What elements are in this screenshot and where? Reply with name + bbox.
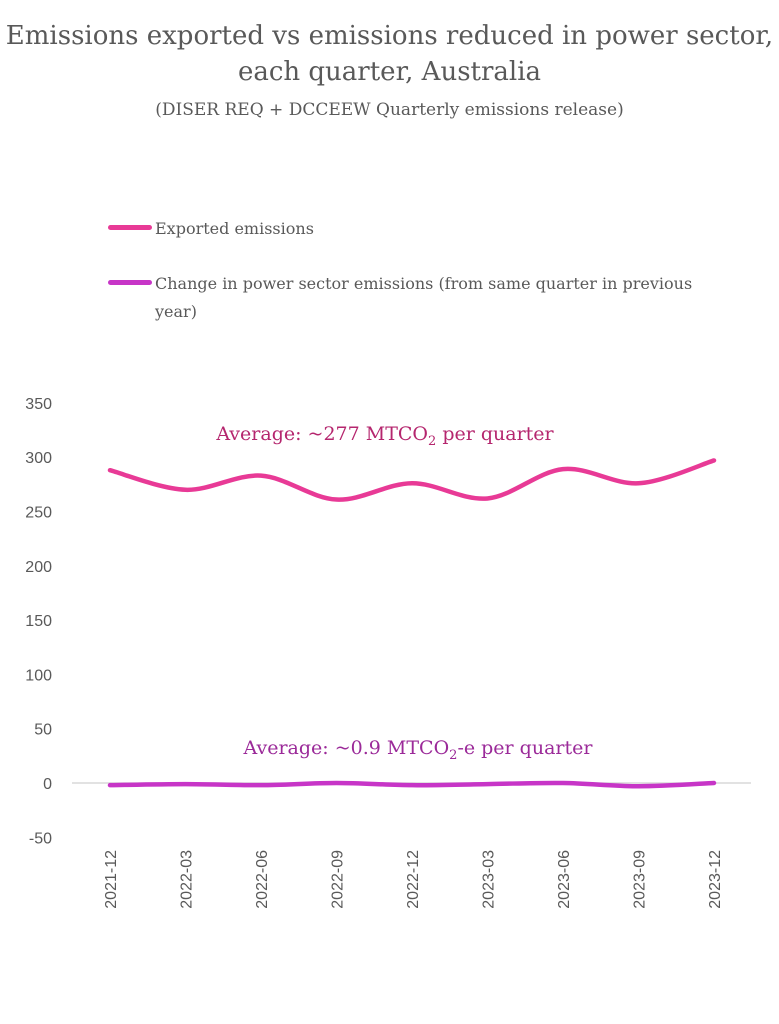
y-axis: 350 300 250 200 150 100 50 0 -50 — [25, 396, 52, 847]
x-tick-label: 2022-06 — [254, 850, 271, 909]
legend-label-change: Change in power sector emissions (from s… — [155, 274, 693, 321]
annotations: Average: ~277 MTCO2 per quarter Average: … — [215, 423, 593, 763]
legend-item-change[interactable]: Change in power sector emissions (from s… — [108, 270, 735, 326]
legend-swatch-change — [108, 280, 152, 285]
y-tick-label: 150 — [25, 613, 52, 630]
y-tick-label: 250 — [25, 505, 52, 522]
annotation-change-average: Average: ~0.9 MTCO2-e per quarter — [243, 737, 594, 763]
legend-swatch-exported — [108, 225, 152, 230]
x-tick-label: 2022-09 — [330, 850, 347, 909]
y-tick-label: 0 — [43, 776, 52, 793]
series-line-exported — [107, 458, 717, 502]
y-tick-label: 300 — [25, 450, 52, 467]
legend-item-exported[interactable]: Exported emissions — [108, 215, 735, 243]
x-tick-label: 2022-12 — [405, 850, 422, 909]
x-tick-label: 2021-12 — [103, 850, 120, 909]
x-axis: 2021-12 2022-03 2022-06 2022-09 2022-12 2023-… — [103, 850, 724, 909]
y-tick-label: 100 — [25, 667, 52, 684]
y-tick-label: 350 — [25, 396, 52, 413]
legend-label-exported: Exported emissions — [155, 219, 314, 238]
chart-title: Emissions exported vs emissions reduced … — [5, 21, 774, 87]
x-tick-label: 2023-12 — [707, 850, 724, 909]
chart-subtitle: (DISER REQ + DCCEEW Quarterly emissions … — [155, 100, 624, 120]
x-tick-label: 2022-03 — [179, 850, 196, 909]
x-tick-label: 2023-03 — [481, 850, 498, 909]
x-tick-label: 2023-09 — [632, 850, 649, 909]
y-tick-label: 50 — [34, 722, 52, 739]
y-tick-label: -50 — [29, 830, 52, 847]
y-tick-label: 200 — [25, 559, 52, 576]
x-tick-label: 2023-06 — [556, 850, 573, 909]
series-lines — [107, 458, 717, 789]
annotation-exported-average: Average: ~277 MTCO2 per quarter — [215, 423, 554, 449]
